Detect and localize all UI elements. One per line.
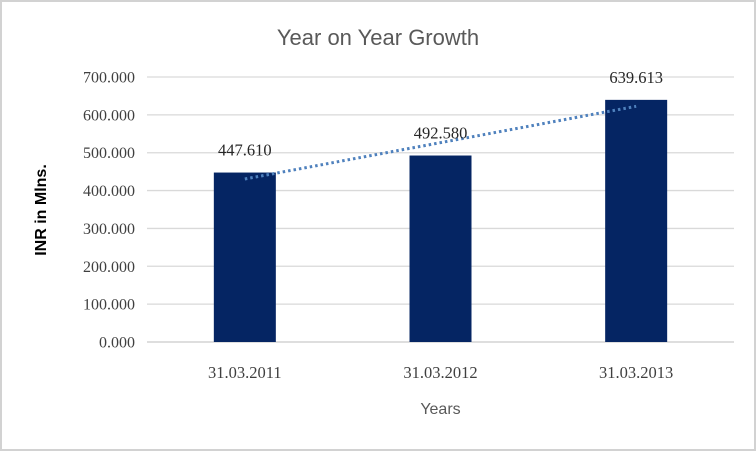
bar	[409, 155, 472, 342]
bar-data-label: 639.613	[609, 68, 663, 87]
bar-data-label: 492.580	[414, 124, 468, 143]
y-tick-label: 500.000	[83, 145, 135, 162]
y-tick-label: 400.000	[83, 183, 135, 200]
chart-title: Year on Year Growth	[276, 25, 480, 50]
bar	[605, 99, 668, 342]
trendline	[244, 104, 637, 181]
bar-data-label: 447.610	[218, 141, 272, 160]
y-tick-label: 600.000	[83, 107, 135, 124]
y-tick-label: 0.000	[99, 335, 135, 352]
x-axis-title: Years	[420, 401, 461, 418]
y-tick-label: 300.000	[83, 221, 135, 238]
y-tick-label: 200.000	[83, 259, 135, 276]
x-category-label: 31.03.2012	[403, 363, 477, 382]
y-tick-label: 100.000	[83, 297, 135, 314]
bar	[213, 172, 276, 342]
x-category-label: 31.03.2013	[599, 363, 673, 382]
y-tick-label: 700.000	[83, 70, 135, 87]
x-category-label: 31.03.2011	[208, 363, 282, 382]
